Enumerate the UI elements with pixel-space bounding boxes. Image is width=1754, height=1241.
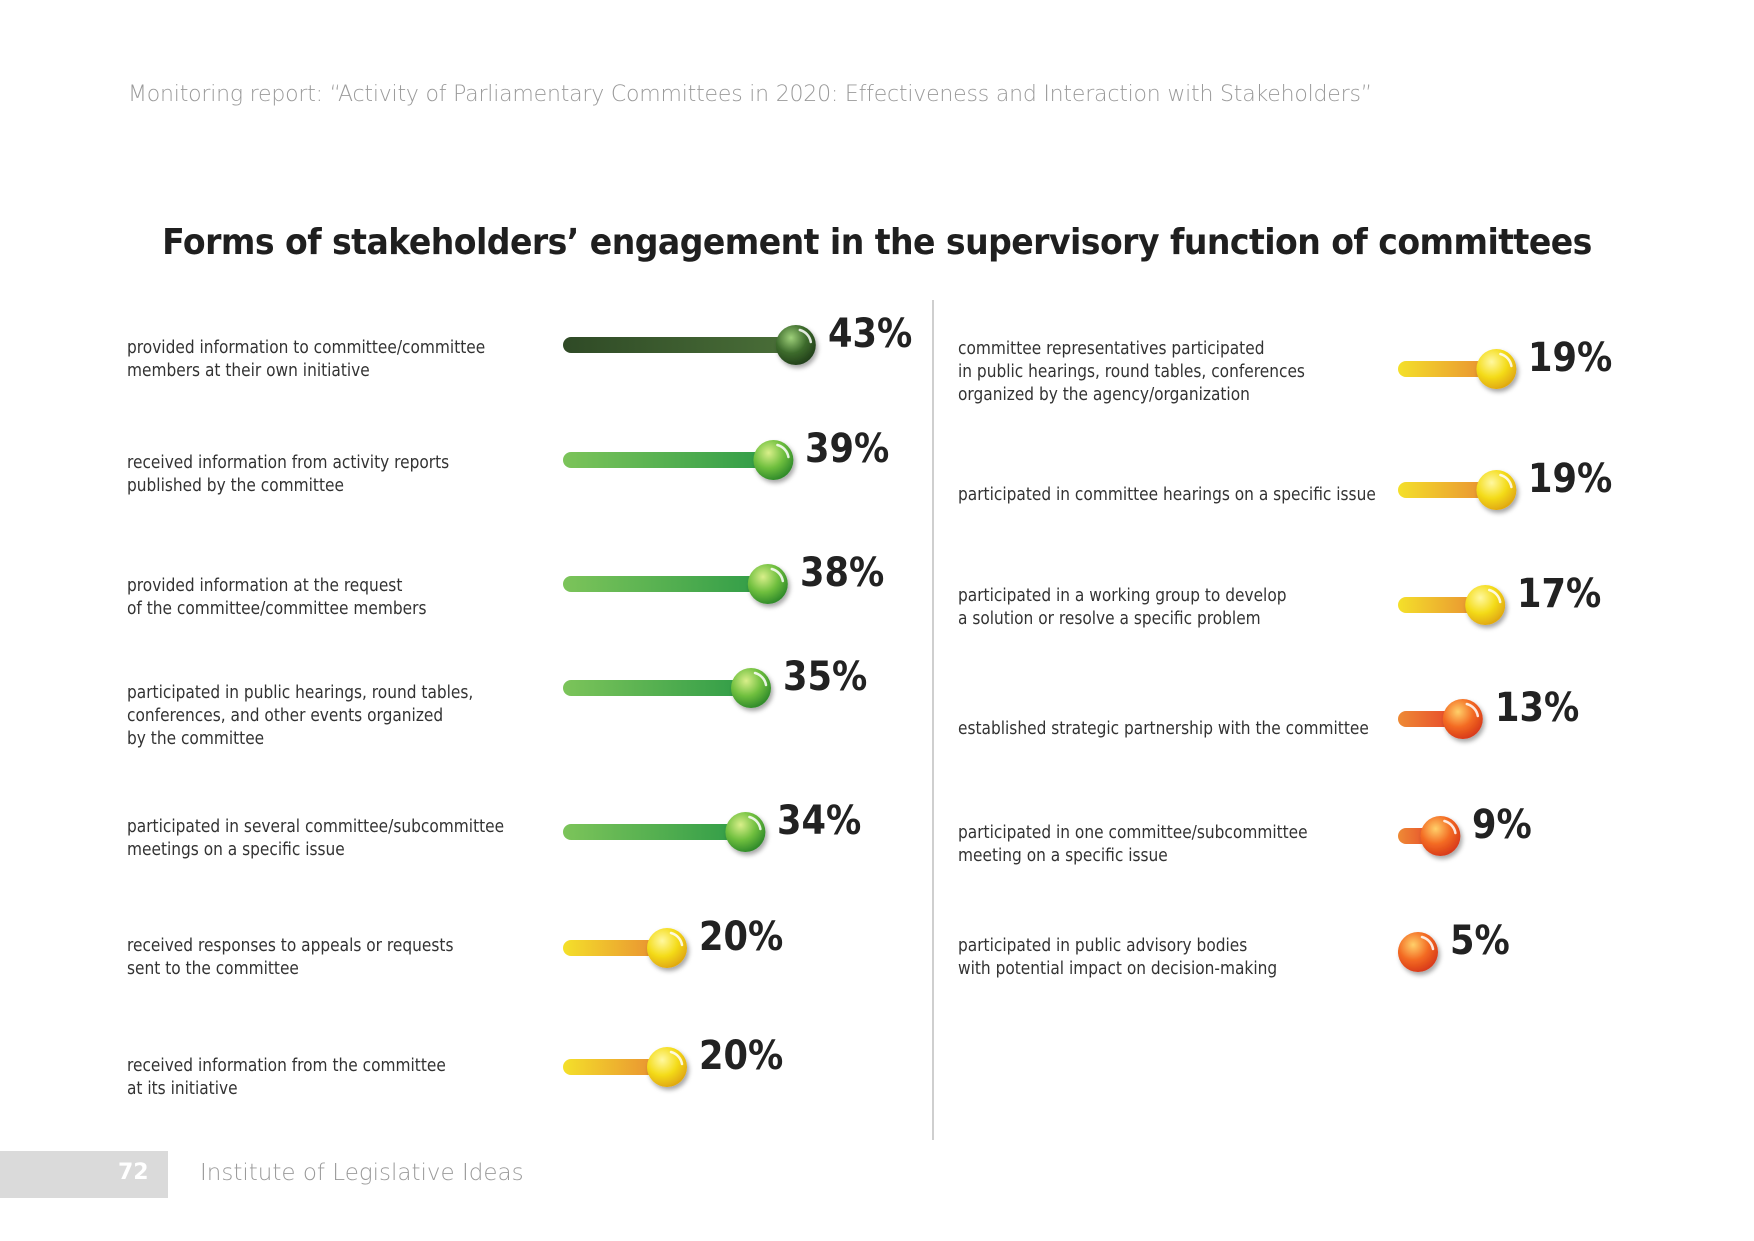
bar-knob-1-2 — [753, 440, 794, 480]
category-label: committee representatives participated in… — [958, 339, 1305, 405]
category-label: established strategic partnership with t… — [958, 719, 1369, 739]
value-label: 5% — [1450, 918, 1510, 964]
bar-knob-2-2 — [1476, 470, 1517, 510]
category-label: participated in committee hearings on a … — [958, 485, 1376, 505]
report-header: Monitoring report: “Activity of Parliame… — [128, 82, 1372, 107]
category-label: participated in public hearings, round t… — [127, 683, 474, 749]
bar-1-6 — [563, 940, 665, 956]
column-divider — [932, 300, 934, 1140]
bar-knob-2-5 — [1420, 816, 1461, 856]
knob-highlight — [1499, 352, 1513, 368]
value-label: 20% — [699, 1033, 784, 1079]
bar-knob-1-3 — [747, 564, 788, 604]
category-label: participated in several committee/subcom… — [127, 817, 505, 860]
value-label: 39% — [805, 426, 890, 472]
bar-1-4 — [563, 680, 749, 696]
value-label: 19% — [1528, 456, 1613, 502]
knob-highlight — [1420, 935, 1435, 951]
bar-1-5 — [563, 824, 744, 840]
knob-highlight — [748, 815, 762, 831]
chart-title: Forms of stakeholders’ engagement in the… — [162, 222, 1592, 263]
page-number: 72 — [118, 1160, 149, 1185]
knob-highlight — [1499, 473, 1513, 489]
bar-knob-1-4 — [731, 668, 771, 708]
bar-2-3 — [1398, 597, 1484, 613]
knob-highlight — [798, 328, 813, 344]
category-label: participated in a working group to devel… — [958, 586, 1287, 629]
knob-highlight — [770, 567, 785, 583]
footer-organization: Institute of Legislative Ideas — [200, 1160, 524, 1186]
category-label: participated in one committee/subcommitt… — [958, 823, 1308, 866]
bar-1-1 — [563, 337, 794, 353]
value-label: 43% — [827, 311, 913, 357]
category-label: received information from activity repor… — [127, 453, 450, 496]
category-label: received responses to appeals or request… — [127, 936, 454, 979]
category-label: participated in public advisory bodies wi… — [958, 936, 1278, 979]
knob-highlight — [1465, 702, 1480, 718]
value-label: 34% — [777, 798, 862, 844]
page-number-box — [0, 1151, 168, 1198]
bar-2-2 — [1398, 482, 1495, 498]
value-label: 38% — [799, 550, 885, 596]
bar-knob-1-1 — [775, 325, 816, 365]
value-label: 19% — [1528, 335, 1613, 381]
knob-highlight — [1443, 819, 1457, 835]
bar-1-7 — [563, 1059, 665, 1075]
category-label: provided information to committee/commit… — [127, 338, 486, 381]
knob-highlight — [669, 1050, 684, 1066]
bar-1-2 — [563, 452, 772, 468]
knob-highlight — [753, 671, 768, 687]
bar-knob-1-6 — [647, 928, 687, 968]
value-label: 20% — [699, 914, 784, 960]
category-label: received information from the committee a… — [127, 1056, 446, 1099]
bar-knob-2-4 — [1442, 699, 1483, 739]
knob-highlight — [776, 443, 790, 459]
value-label: 9% — [1472, 802, 1533, 848]
knob-highlight — [1487, 588, 1502, 604]
bar-knob-1-5 — [725, 812, 766, 852]
bar-2-1 — [1398, 361, 1495, 377]
bar-knob-2-1 — [1476, 349, 1517, 389]
bar-knob-2-3 — [1465, 585, 1506, 625]
bar-1-3 — [563, 576, 766, 592]
value-label: 13% — [1494, 685, 1580, 731]
bar-knob-2-6 — [1398, 932, 1438, 972]
knob-highlight — [669, 931, 684, 947]
value-label: 35% — [783, 654, 868, 700]
category-label: provided information at the request of th… — [127, 576, 427, 619]
value-label: 17% — [1517, 571, 1602, 617]
bar-knob-1-7 — [647, 1047, 687, 1087]
